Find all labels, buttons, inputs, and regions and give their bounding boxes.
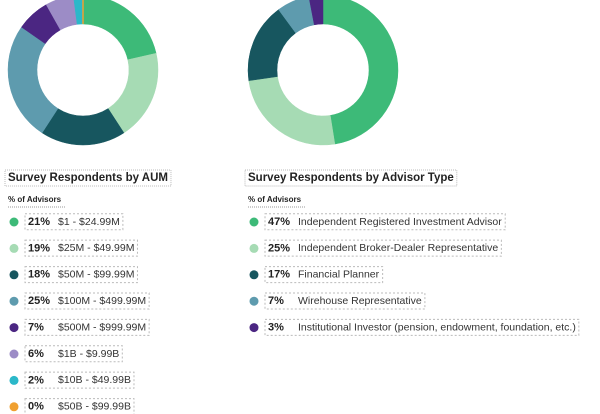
legend-label: Institutional Investor (pension, endowme… <box>298 321 576 333</box>
donut-slice <box>322 0 399 145</box>
label-box <box>24 239 138 257</box>
legend-label: $500M - $999.99M <box>58 321 146 333</box>
legend-swatch <box>249 243 259 253</box>
legend-swatch <box>9 217 19 227</box>
label-box <box>264 239 502 257</box>
donut-slice <box>248 76 336 146</box>
legend-label: $25M - $49.99M <box>58 242 134 254</box>
value-label: 7% <box>28 322 44 334</box>
legend-label: $1B - $9.99B <box>58 348 119 360</box>
legend-swatch <box>9 323 19 333</box>
legend-swatch <box>249 270 259 280</box>
legend-label: Independent Registered Investment Adviso… <box>298 216 502 228</box>
label-box <box>4 169 172 187</box>
value-label: 21% <box>28 216 50 228</box>
legend-swatch <box>9 375 19 385</box>
value-label: 25% <box>28 295 50 307</box>
legend-label: Financial Planner <box>298 269 380 281</box>
legend-subtitle: % of Advisors <box>8 195 62 204</box>
legend-title: Survey Respondents by Advisor Type <box>248 172 454 184</box>
label-box <box>264 318 580 336</box>
label-box <box>24 345 123 363</box>
label-box <box>24 371 135 389</box>
value-label: 0% <box>28 401 44 413</box>
legend-subtitle: % of Advisors <box>248 195 302 204</box>
value-label: 17% <box>268 269 290 281</box>
value-label: 18% <box>28 269 50 281</box>
legend-label: $1 - $24.99M <box>58 216 120 228</box>
label-box <box>264 213 506 231</box>
label-box <box>264 266 384 284</box>
label-box <box>24 213 124 231</box>
donut-slice <box>7 26 59 134</box>
legend-swatch <box>9 296 19 306</box>
label-box <box>24 266 138 284</box>
value-label: 3% <box>268 322 284 334</box>
value-label: 25% <box>268 242 290 254</box>
label-box <box>24 292 150 310</box>
legend-label: $50M - $99.99M <box>58 269 134 281</box>
value-label: 2% <box>28 374 44 386</box>
legend-title: Survey Respondents by AUM <box>8 172 168 184</box>
legend-label: Independent Broker-Dealer Representative <box>298 242 498 254</box>
value-label: 6% <box>28 348 44 360</box>
legend-swatch <box>9 349 19 359</box>
legend-swatch <box>9 402 19 412</box>
legend-label: Wirehouse Representative <box>298 295 422 307</box>
legend-swatch <box>9 270 19 280</box>
legend-label: $100M - $499.99M <box>58 295 146 307</box>
legend-swatch <box>9 243 19 253</box>
label-box <box>24 398 135 414</box>
legend-label: $50B - $99.99B <box>58 401 131 413</box>
legend-swatch <box>249 217 259 227</box>
donut-slice <box>309 0 324 26</box>
donut-slice <box>82 0 157 61</box>
legend-label: $10B - $49.99B <box>58 374 131 386</box>
value-label: 19% <box>28 242 50 254</box>
legend-swatch <box>249 323 259 333</box>
value-label: 7% <box>268 295 284 307</box>
legend-swatch <box>249 296 259 306</box>
value-label: 47% <box>268 216 290 228</box>
label-box <box>24 318 150 336</box>
